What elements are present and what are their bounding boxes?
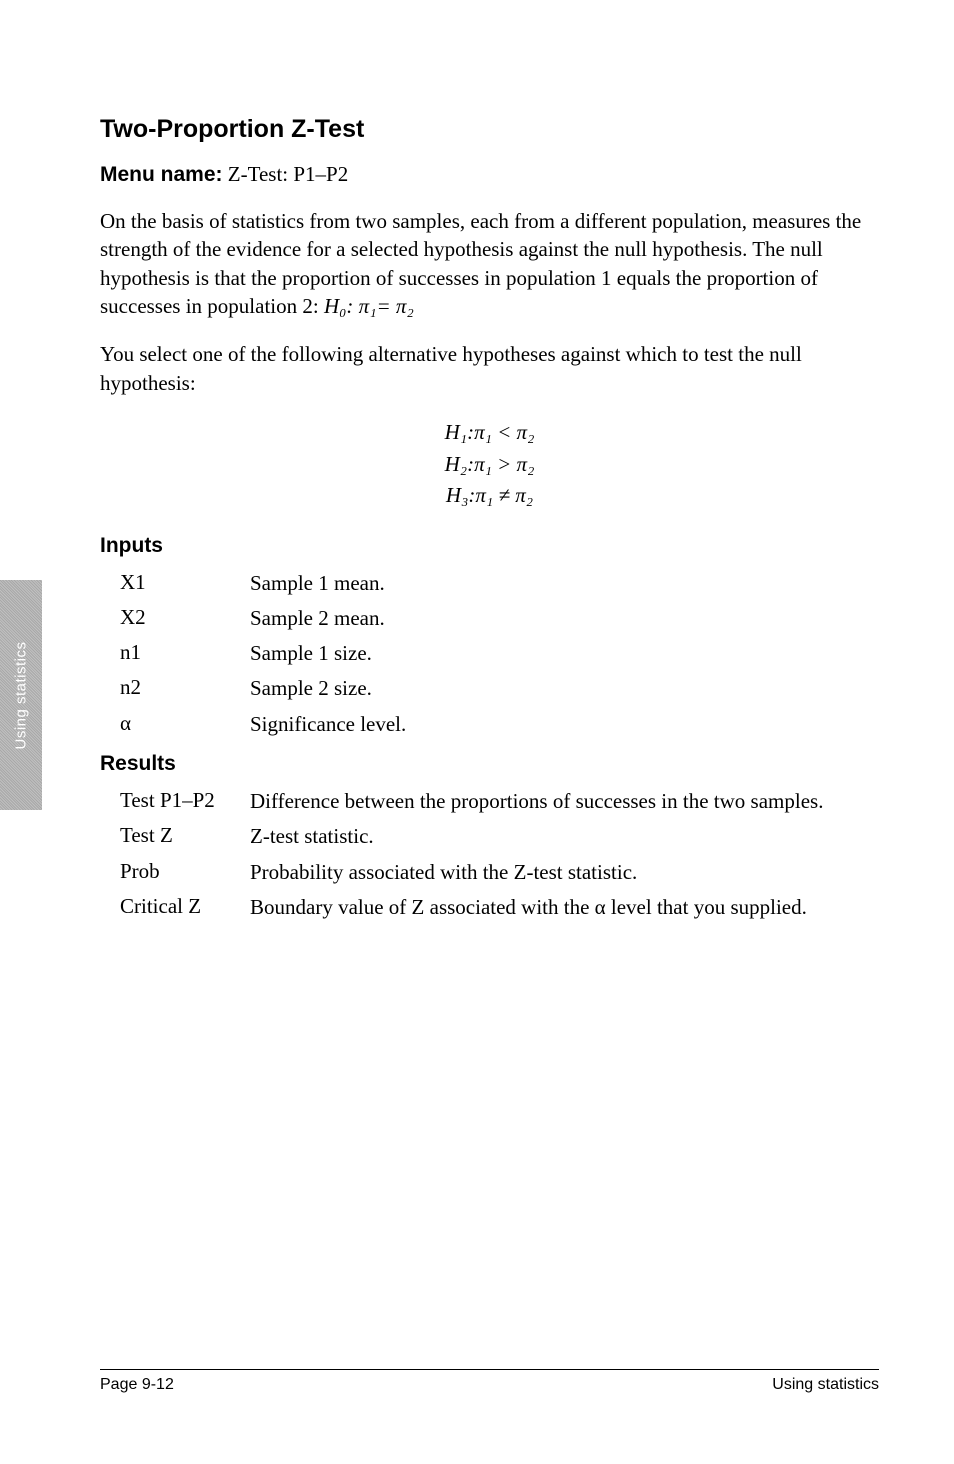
input-desc: Sample 2 size. bbox=[250, 675, 879, 702]
hypothesis-1: H₁:π₁ < π₂ bbox=[100, 417, 879, 449]
menu-line: Menu name: Z-Test: P1–P2 bbox=[100, 162, 879, 187]
input-row: α Significance level. bbox=[100, 711, 879, 738]
page-footer: Page 9-12 Using statistics bbox=[100, 1369, 879, 1394]
result-desc: Difference between the proportions of su… bbox=[250, 788, 879, 815]
input-desc: Sample 1 size. bbox=[250, 640, 879, 667]
para1-text: On the basis of statistics from two samp… bbox=[100, 209, 861, 318]
input-desc: Significance level. bbox=[250, 711, 879, 738]
result-desc: Probability associated with the Z-test s… bbox=[250, 859, 879, 886]
inputs-list: X1 Sample 1 mean. X2 Sample 2 mean. n1 S… bbox=[100, 570, 879, 738]
input-row: n1 Sample 1 size. bbox=[100, 640, 879, 667]
results-header: Results bbox=[100, 752, 879, 776]
result-term: Prob bbox=[120, 859, 250, 886]
input-term: α bbox=[120, 711, 250, 738]
input-row: X2 Sample 2 mean. bbox=[100, 605, 879, 632]
result-desc: Z-test statistic. bbox=[250, 823, 879, 850]
result-term: Test P1–P2 bbox=[120, 788, 250, 815]
result-row: Test P1–P2 Difference between the propor… bbox=[100, 788, 879, 815]
sidebar-label: Using statistics bbox=[13, 641, 30, 749]
intro-paragraph-1: On the basis of statistics from two samp… bbox=[100, 207, 879, 320]
input-row: n2 Sample 2 size. bbox=[100, 675, 879, 702]
input-row: X1 Sample 1 mean. bbox=[100, 570, 879, 597]
results-list: Test P1–P2 Difference between the propor… bbox=[100, 788, 879, 921]
input-term: n2 bbox=[120, 675, 250, 702]
inputs-header: Inputs bbox=[100, 534, 879, 558]
input-term: X1 bbox=[120, 570, 250, 597]
input-term: n1 bbox=[120, 640, 250, 667]
result-row: Test Z Z-test statistic. bbox=[100, 823, 879, 850]
hypothesis-3: H₃:π₁ ≠ π₂ bbox=[100, 480, 879, 512]
page-content: Two-Proportion Z-Test Menu name: Z-Test:… bbox=[0, 0, 954, 921]
result-row: Critical Z Boundary value of Z associate… bbox=[100, 894, 879, 921]
footer-right: Using statistics bbox=[772, 1376, 879, 1394]
sidebar-tab: Using statistics bbox=[0, 580, 42, 810]
result-term: Test Z bbox=[120, 823, 250, 850]
hypotheses-block: H₁:π₁ < π₂ H₂:π₁ > π₂ H₃:π₁ ≠ π₂ bbox=[100, 417, 879, 512]
result-term: Critical Z bbox=[120, 894, 250, 921]
para1-h0: H₀: π₁= π₂ bbox=[324, 294, 414, 318]
result-desc: Boundary value of Z associated with the … bbox=[250, 894, 879, 921]
intro-paragraph-2: You select one of the following alternat… bbox=[100, 340, 879, 397]
result-row: Prob Probability associated with the Z-t… bbox=[100, 859, 879, 886]
input-term: X2 bbox=[120, 605, 250, 632]
input-desc: Sample 2 mean. bbox=[250, 605, 879, 632]
page-title: Two-Proportion Z-Test bbox=[100, 115, 879, 144]
input-desc: Sample 1 mean. bbox=[250, 570, 879, 597]
menu-label: Menu name: bbox=[100, 163, 223, 186]
footer-left: Page 9-12 bbox=[100, 1376, 174, 1394]
hypothesis-2: H₂:π₁ > π₂ bbox=[100, 449, 879, 481]
menu-value: Z-Test: P1–P2 bbox=[228, 162, 348, 186]
